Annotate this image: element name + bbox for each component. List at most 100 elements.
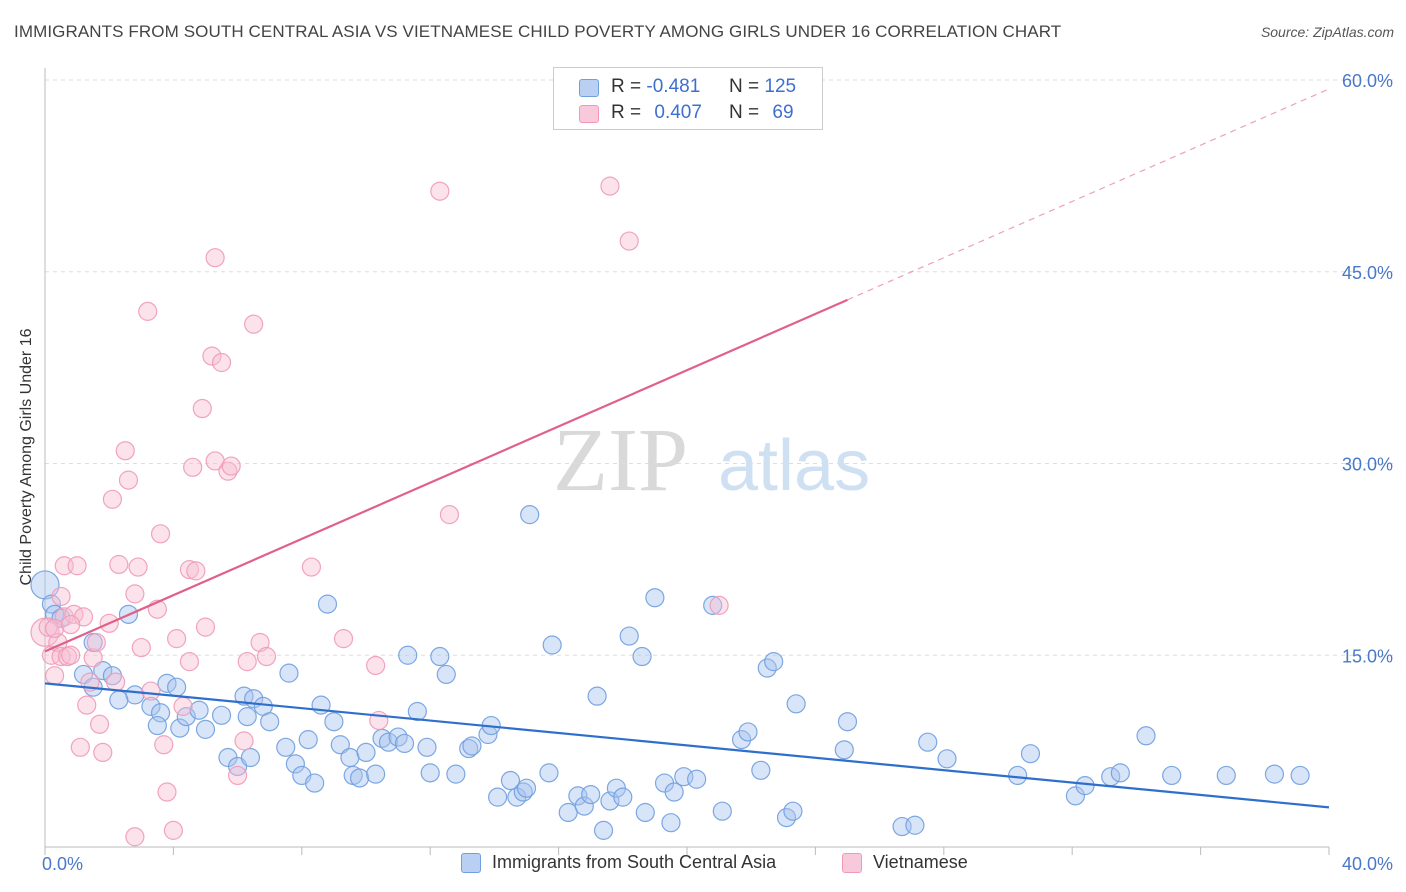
- point-immigrants: [189, 700, 209, 720]
- point-immigrants: [918, 732, 938, 752]
- legend-n-value: 125: [764, 76, 797, 97]
- point-vietnamese: [211, 352, 232, 373]
- point-immigrants: [436, 664, 456, 685]
- point-immigrants: [446, 764, 466, 784]
- point-immigrants: [764, 652, 784, 672]
- point-vietnamese: [109, 554, 129, 575]
- point-immigrants: [520, 505, 540, 525]
- watermark: ZIP atlas: [553, 411, 870, 510]
- grid-lines: [45, 79, 1395, 656]
- point-immigrants: [279, 663, 299, 683]
- point-immigrants: [558, 802, 578, 823]
- point-immigrants: [195, 719, 216, 739]
- point-immigrants: [574, 796, 594, 816]
- point-immigrants: [417, 737, 437, 757]
- point-immigrants: [905, 815, 925, 835]
- point-vietnamese: [301, 557, 322, 577]
- y-tick-label: 45.0%: [1342, 263, 1393, 283]
- point-vietnamese: [51, 586, 71, 607]
- point-vietnamese: [234, 731, 254, 751]
- point-immigrants: [834, 740, 854, 760]
- point-vietnamese: [244, 314, 264, 334]
- point-immigrants: [349, 768, 370, 788]
- point-vietnamese: [51, 646, 71, 667]
- y-tick-label: 60.0%: [1342, 71, 1393, 91]
- x-tick-label: 0.0%: [42, 854, 83, 874]
- point-immigrants: [125, 685, 145, 705]
- point-immigrants: [1110, 763, 1130, 783]
- point-vietnamese: [179, 560, 200, 580]
- bottom-legend-swatch-immigrants: [461, 853, 481, 873]
- watermark-zip: ZIP: [553, 411, 688, 510]
- point-vietnamese: [218, 461, 238, 481]
- legend-swatch-vietnamese: [579, 105, 599, 123]
- point-vietnamese: [61, 614, 81, 635]
- point-immigrants: [378, 732, 399, 752]
- point-vietnamese: [237, 652, 257, 672]
- point-vietnamese: [183, 457, 203, 477]
- point-immigrants: [619, 626, 639, 646]
- point-immigrants: [141, 696, 161, 716]
- point-vietnamese: [179, 652, 200, 672]
- y-tick-label: 30.0%: [1342, 455, 1393, 475]
- point-vietnamese: [195, 617, 216, 637]
- point-vietnamese: [163, 820, 183, 840]
- point-immigrants: [366, 764, 386, 784]
- point-immigrants: [703, 595, 723, 615]
- point-immigrants: [260, 712, 280, 732]
- data-points: [30, 176, 1310, 847]
- point-vietnamese: [125, 827, 145, 847]
- point-vietnamese: [45, 618, 65, 639]
- point-immigrants: [420, 763, 440, 783]
- point-immigrants: [1020, 744, 1041, 764]
- point-vietnamese: [118, 470, 139, 490]
- point-immigrants: [340, 747, 360, 768]
- legend-r-value: 0.407: [654, 102, 702, 123]
- point-immigrants: [593, 820, 614, 840]
- bottom-legend-swatch-vietnamese: [842, 853, 862, 873]
- point-immigrants: [150, 703, 171, 723]
- point-immigrants: [731, 730, 752, 750]
- bottom-legend-label-vietnamese: Vietnamese: [873, 852, 968, 872]
- point-immigrants: [324, 712, 344, 732]
- point-vietnamese: [192, 398, 212, 419]
- point-immigrants: [712, 801, 732, 821]
- point-immigrants: [587, 686, 607, 706]
- point-vietnamese: [709, 595, 729, 615]
- point-immigrants: [237, 707, 257, 727]
- point-vietnamese: [38, 617, 58, 637]
- legend-n-label: N =: [729, 76, 760, 97]
- point-vietnamese: [154, 735, 174, 755]
- point-immigrants: [240, 747, 261, 768]
- point-vietnamese: [600, 176, 620, 196]
- point-immigrants: [462, 736, 482, 756]
- point-immigrants: [661, 813, 681, 833]
- point-vietnamese: [57, 646, 78, 667]
- point-immigrants: [157, 673, 177, 693]
- point-immigrants: [613, 787, 633, 807]
- point-immigrants: [167, 677, 187, 697]
- chart-title: IMMIGRANTS FROM SOUTH CENTRAL ASIA VS VI…: [14, 22, 1062, 41]
- point-immigrants: [298, 730, 318, 750]
- point-vietnamese: [77, 695, 97, 715]
- point-vietnamese: [619, 231, 639, 251]
- point-vietnamese: [333, 629, 354, 649]
- point-immigrants: [430, 646, 450, 667]
- point-vietnamese: [131, 637, 151, 658]
- point-vietnamese: [221, 456, 241, 476]
- point-immigrants: [407, 701, 427, 722]
- y-tick-label: 15.0%: [1342, 646, 1393, 666]
- point-immigrants: [751, 760, 771, 780]
- point-immigrants: [147, 715, 167, 736]
- trend-line-immigrants: [44, 682, 1330, 809]
- point-vietnamese: [256, 646, 277, 667]
- point-immigrants: [664, 782, 684, 802]
- point-immigrants: [687, 769, 707, 789]
- axes: [44, 68, 1330, 855]
- point-vietnamese: [205, 248, 225, 268]
- point-vietnamese: [70, 737, 90, 757]
- point-immigrants: [1008, 765, 1028, 786]
- point-vietnamese: [67, 556, 87, 576]
- point-immigrants: [738, 722, 758, 742]
- point-immigrants: [1264, 764, 1285, 784]
